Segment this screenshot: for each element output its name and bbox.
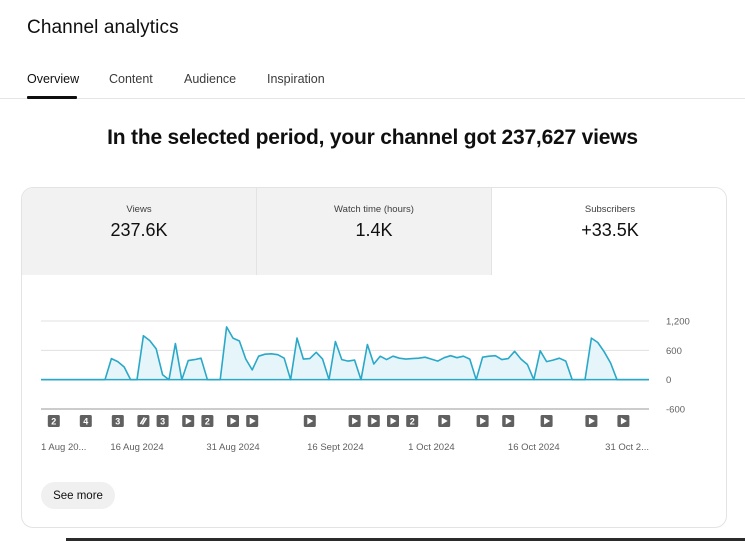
video-marker[interactable]: 2	[201, 415, 214, 427]
video-marker-play-icon[interactable]	[367, 415, 380, 427]
play-icon	[505, 417, 512, 425]
marker-box	[201, 415, 214, 427]
play-icon	[588, 417, 595, 425]
metric-label: Views	[126, 204, 152, 215]
active-tab-indicator	[27, 96, 77, 99]
video-marker-play-icon[interactable]	[303, 415, 316, 427]
marker-count: 2	[51, 417, 56, 427]
period-summary-headline: In the selected period, your channel got…	[107, 126, 638, 149]
play-icon	[620, 417, 627, 425]
x-tick-label: 16 Oct 2024	[508, 442, 560, 453]
y-tick-label: 1,200	[666, 317, 690, 328]
marker-box	[47, 415, 60, 427]
tab-overview[interactable]: Overview	[27, 72, 80, 86]
tab-bar: Overview Content Audience Inspiration	[0, 60, 745, 99]
video-marker-play-icon[interactable]	[502, 415, 515, 427]
video-marker[interactable]: 2	[406, 415, 419, 427]
metric-value: 1.4K	[355, 220, 393, 240]
y-tick-label: 0	[666, 375, 671, 386]
tab-content[interactable]: Content	[109, 72, 153, 86]
tab-audience[interactable]: Audience	[184, 72, 237, 86]
video-marker[interactable]: 4	[79, 415, 92, 427]
x-tick-label: 1 Oct 2024	[408, 442, 454, 453]
play-icon	[307, 417, 314, 425]
metric-value: +33.5K	[581, 220, 639, 240]
see-more-button[interactable]: See more	[41, 482, 115, 509]
video-marker-play-icon[interactable]	[438, 415, 451, 427]
metric-watch-time[interactable]: Watch time (hours) 1.4K	[257, 188, 492, 275]
play-icon	[480, 417, 487, 425]
marker-box	[156, 415, 169, 427]
play-icon	[544, 417, 551, 425]
video-marker[interactable]	[137, 415, 150, 427]
marker-count: 4	[83, 417, 88, 427]
play-icon	[371, 417, 378, 425]
x-tick-label: 31 Aug 2024	[206, 442, 259, 453]
y-tick-label: 600	[666, 346, 682, 357]
marker-count: 3	[115, 417, 120, 427]
analytics-card: Views 237.6K Watch time (hours) 1.4K Sub…	[21, 187, 727, 528]
x-tick-label: 1 Aug 20...	[41, 442, 86, 453]
video-marker-play-icon[interactable]	[540, 415, 553, 427]
page-title: Channel analytics	[27, 17, 179, 38]
views-area	[41, 326, 649, 380]
video-marker-play-icon[interactable]	[182, 415, 195, 427]
tab-inspiration[interactable]: Inspiration	[267, 72, 325, 86]
marker-count: 2	[205, 417, 210, 427]
bottom-edge-bar	[66, 538, 745, 541]
video-marker[interactable]: 3	[111, 415, 124, 427]
video-marker-play-icon[interactable]	[246, 415, 259, 427]
x-tick-label: 16 Aug 2024	[110, 442, 163, 453]
shorts-icon	[139, 417, 148, 425]
video-marker-play-icon[interactable]	[617, 415, 630, 427]
marker-count: 2	[410, 417, 415, 427]
metric-tabs: Views 237.6K Watch time (hours) 1.4K Sub…	[22, 188, 726, 275]
video-marker-play-icon[interactable]	[387, 415, 399, 427]
play-icon	[249, 417, 256, 425]
video-marker[interactable]: 3	[156, 415, 169, 427]
marker-count: 3	[160, 417, 165, 427]
metric-value: 237.6K	[110, 220, 168, 240]
views-line	[41, 326, 649, 381]
x-tick-label: 31 Oct 2...	[605, 442, 649, 453]
video-marker-play-icon[interactable]	[585, 415, 598, 427]
play-icon	[441, 417, 448, 425]
y-tick-label: -600	[666, 405, 685, 416]
video-marker-play-icon[interactable]	[227, 415, 239, 427]
video-marker-play-icon[interactable]	[348, 415, 361, 427]
play-icon	[185, 417, 192, 425]
metric-views[interactable]: Views 237.6K	[22, 188, 257, 275]
metric-label: Subscribers	[584, 204, 636, 215]
marker-box	[406, 415, 419, 427]
marker-box	[111, 415, 124, 427]
play-icon	[230, 417, 237, 425]
video-marker[interactable]: 2	[47, 415, 60, 427]
video-marker-play-icon[interactable]	[476, 415, 489, 427]
x-tick-label: 16 Sept 2024	[307, 442, 364, 453]
metric-label: Watch time (hours)	[334, 204, 414, 215]
metric-subscribers[interactable]: Subscribers +33.5K	[492, 188, 726, 275]
play-icon	[352, 417, 359, 425]
marker-box	[137, 415, 150, 427]
play-icon	[390, 417, 397, 425]
marker-box	[79, 415, 92, 427]
